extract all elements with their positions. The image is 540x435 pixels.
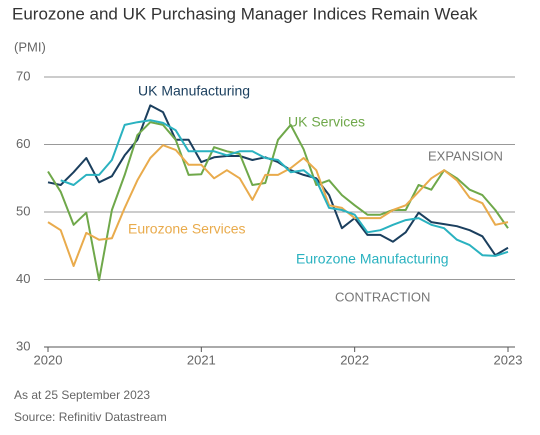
series-line [60, 119, 509, 257]
series-label: Eurozone Services [128, 221, 246, 237]
annotation: EXPANSION [428, 148, 503, 163]
y-tick-label: 50 [16, 203, 30, 218]
y-tick-label: 60 [16, 136, 30, 151]
y-axis-label: (PMI) [14, 39, 46, 54]
series-label: UK Manufacturing [138, 83, 250, 99]
series-line [47, 104, 509, 257]
series-line [47, 144, 509, 267]
x-tick-label: 2023 [494, 352, 523, 367]
x-tick-label: 2021 [187, 352, 216, 367]
y-tick-label: 30 [16, 338, 30, 353]
series-line [47, 121, 509, 282]
note: As at 25 September 2023 [14, 388, 150, 402]
series-label: UK Services [288, 114, 365, 130]
y-tick-label: 40 [16, 271, 30, 286]
note: Source: Refinitiv Datastream [14, 410, 167, 424]
series-label: Eurozone Manufacturing [296, 251, 449, 267]
y-tick-label: 70 [16, 68, 30, 83]
x-tick-label: 2020 [34, 352, 63, 367]
x-tick-label: 2022 [340, 352, 369, 367]
annotation: CONTRACTION [335, 289, 430, 304]
chart-title: Eurozone and UK Purchasing Manager Indic… [12, 4, 478, 23]
